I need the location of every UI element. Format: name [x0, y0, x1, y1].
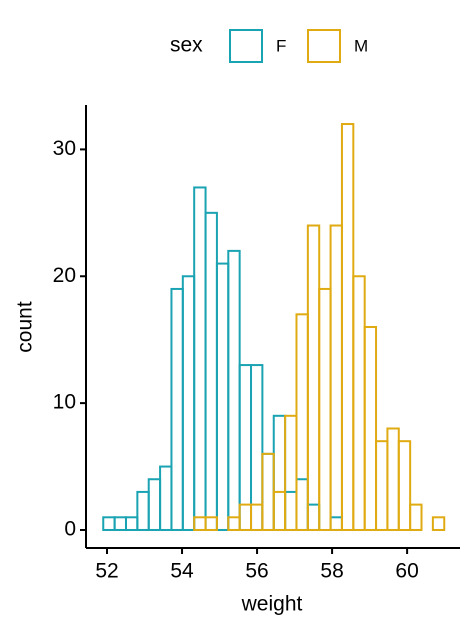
bar — [272, 414, 287, 531]
bar — [250, 503, 264, 531]
bar — [170, 287, 184, 531]
bar — [227, 249, 241, 531]
bar — [193, 186, 207, 531]
bar — [386, 427, 400, 531]
bar — [124, 516, 139, 531]
bar — [159, 465, 173, 531]
bar — [204, 516, 218, 531]
bar — [261, 452, 275, 531]
bar — [363, 326, 378, 531]
y-tick-label: 10 — [53, 391, 76, 414]
bar — [397, 440, 412, 531]
bar — [204, 211, 218, 531]
bar — [272, 490, 287, 531]
y-tick-label: 0 — [64, 518, 76, 541]
bar — [284, 414, 298, 531]
y-tick-label: 30 — [53, 137, 76, 160]
bar — [227, 516, 241, 531]
legend-title: sex — [170, 34, 203, 57]
bar — [329, 224, 343, 531]
bar — [340, 123, 355, 531]
legend-label: M — [354, 36, 368, 55]
bar — [306, 503, 321, 531]
legend-label: F — [276, 36, 286, 55]
bar — [261, 452, 275, 531]
bar — [284, 490, 298, 531]
bar — [375, 440, 389, 531]
bar — [113, 516, 127, 531]
bar — [238, 503, 253, 531]
bar — [102, 516, 116, 531]
y-axis-title: count — [14, 301, 37, 353]
x-tick-label: 54 — [170, 560, 194, 583]
bar — [215, 262, 230, 531]
x-axis-title: weight — [241, 593, 303, 616]
bar — [352, 275, 366, 531]
bar — [318, 287, 332, 531]
bar — [329, 516, 343, 531]
x-tick-label: 60 — [395, 560, 418, 583]
bar — [181, 275, 196, 531]
legend-key — [307, 29, 341, 63]
x-tick-label: 56 — [245, 560, 268, 583]
bar — [136, 490, 150, 531]
bar — [306, 224, 321, 531]
x-tick-label: 52 — [95, 560, 118, 583]
bar — [431, 516, 446, 531]
y-tick-label: 20 — [53, 264, 76, 287]
bar — [193, 516, 207, 531]
bar — [295, 313, 309, 531]
bar — [409, 503, 423, 531]
bar — [147, 478, 162, 531]
bar — [295, 478, 309, 531]
legend-key — [229, 29, 263, 63]
x-tick-label: 58 — [320, 560, 343, 583]
